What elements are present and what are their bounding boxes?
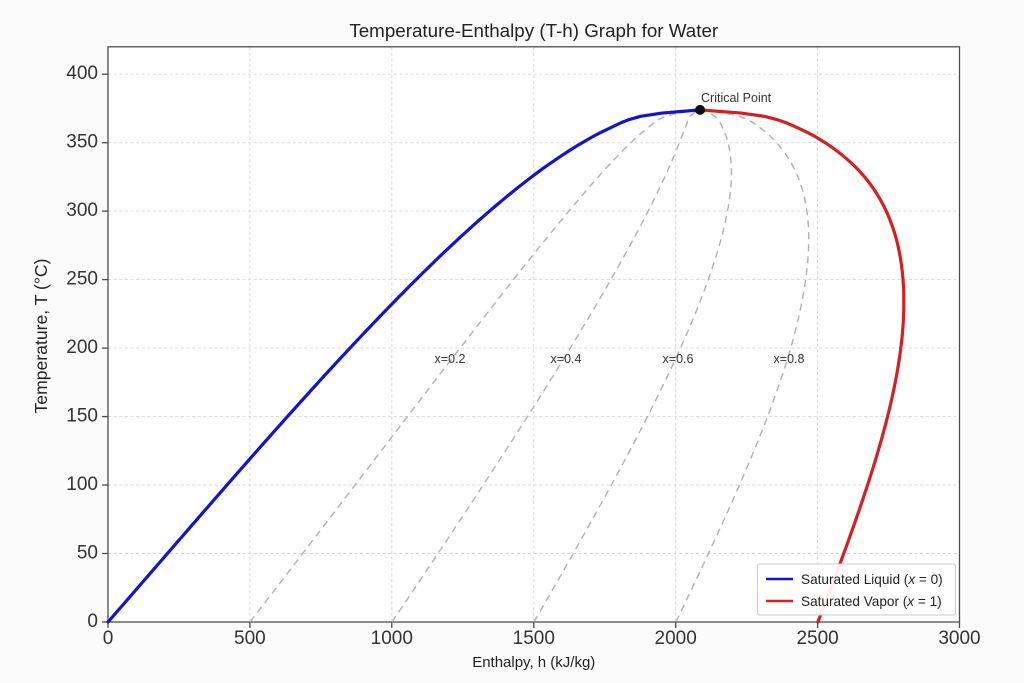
svg-text:Saturated Liquid (x = 0): Saturated Liquid (x = 0) — [801, 572, 943, 587]
svg-text:400: 400 — [66, 63, 98, 84]
svg-text:2000: 2000 — [655, 628, 697, 649]
svg-text:0: 0 — [103, 628, 114, 649]
svg-text:1000: 1000 — [371, 628, 413, 649]
svg-text:0: 0 — [87, 611, 98, 632]
svg-text:150: 150 — [66, 406, 98, 427]
svg-text:Critical Point: Critical Point — [701, 91, 772, 105]
svg-text:x=0.4: x=0.4 — [551, 352, 582, 366]
svg-text:100: 100 — [66, 474, 98, 495]
svg-text:Temperature, T (°C): Temperature, T (°C) — [31, 258, 51, 413]
svg-text:3000: 3000 — [938, 628, 980, 649]
svg-text:350: 350 — [66, 132, 98, 153]
svg-text:500: 500 — [234, 628, 266, 649]
svg-text:Temperature-Enthalpy (T-h) Gra: Temperature-Enthalpy (T-h) Graph for Wat… — [349, 20, 718, 41]
svg-text:1500: 1500 — [513, 628, 555, 649]
svg-text:200: 200 — [66, 337, 98, 358]
svg-text:Enthalpy, h (kJ/kg): Enthalpy, h (kJ/kg) — [472, 654, 595, 671]
svg-text:x=0.2: x=0.2 — [435, 352, 466, 366]
svg-text:Saturated Vapor (x = 1): Saturated Vapor (x = 1) — [801, 594, 942, 609]
svg-text:x=0.8: x=0.8 — [774, 352, 805, 366]
svg-text:2500: 2500 — [796, 628, 838, 649]
svg-text:50: 50 — [77, 543, 98, 564]
svg-text:300: 300 — [66, 200, 98, 221]
svg-text:x=0.6: x=0.6 — [663, 352, 694, 366]
svg-text:250: 250 — [66, 269, 98, 290]
